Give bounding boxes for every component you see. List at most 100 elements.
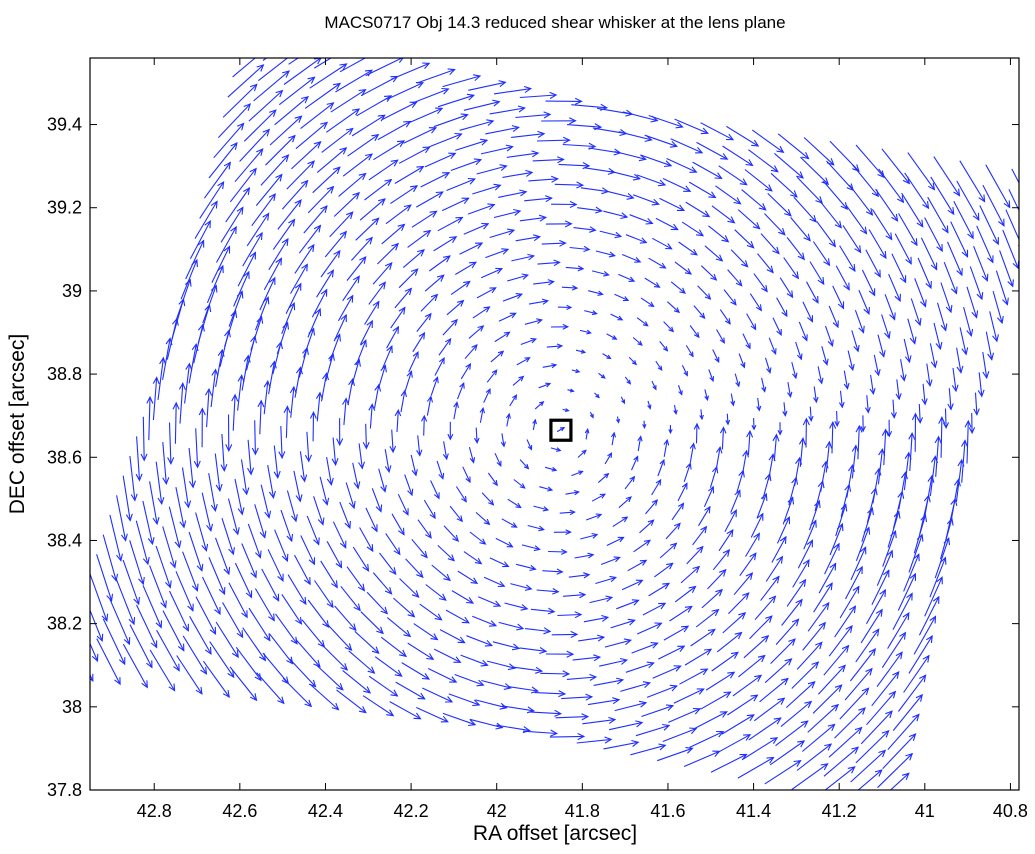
- shear-whisker: [456, 382, 465, 400]
- shear-whisker: [985, 331, 995, 361]
- shear-whisker: [254, 504, 267, 539]
- shear-whisker: [498, 312, 517, 322]
- shear-whisker: [428, 255, 451, 272]
- shear-whisker: [662, 178, 692, 192]
- shear-whisker: [716, 734, 752, 754]
- shear-whisker: [892, 693, 923, 731]
- shear-whisker: [577, 449, 587, 458]
- shear-whisker: [709, 465, 719, 488]
- shear-whisker: [149, 649, 176, 692]
- x-tick-label: 42.2: [394, 801, 429, 821]
- shear-whisker: [645, 499, 659, 515]
- shear-whisker: [760, 575, 780, 601]
- shear-whisker: [745, 532, 760, 557]
- shear-whisker: [265, 134, 296, 166]
- shear-whisker: [239, 128, 271, 162]
- shear-whisker: [959, 160, 986, 203]
- x-tick-label: 42: [487, 801, 507, 821]
- shear-whisker: [599, 230, 623, 239]
- shear-whisker: [606, 190, 635, 200]
- shear-whisker: [267, 549, 284, 582]
- shear-whisker: [736, 469, 745, 494]
- shear-whisker: [272, 218, 296, 250]
- shear-whisker: [371, 488, 383, 513]
- shear-whisker: [295, 121, 329, 150]
- shear-whisker: [610, 431, 617, 446]
- shear-whisker: [802, 417, 810, 448]
- shear-whisker: [368, 675, 399, 697]
- shear-whisker: [851, 330, 860, 353]
- shear-whisker: [829, 140, 860, 173]
- shear-whisker: [437, 544, 456, 562]
- shear-whisker: [855, 628, 880, 663]
- shear-whisker: [222, 83, 258, 118]
- shear-whisker: [786, 237, 805, 261]
- shear-whisker: [835, 265, 850, 291]
- shear-whisker: [336, 418, 344, 447]
- shear-whisker: [157, 356, 167, 400]
- shear-whisker: [625, 661, 655, 673]
- shear-whisker: [407, 642, 435, 660]
- shear-whisker: [624, 376, 632, 385]
- shear-whisker: [813, 386, 819, 404]
- x-tick-label: 42.6: [222, 801, 257, 821]
- shear-whisker: [176, 655, 203, 695]
- shear-whisker: [686, 545, 704, 565]
- shear-whisker: [515, 234, 542, 242]
- shear-whisker: [873, 354, 881, 377]
- shear-whisker: [304, 431, 313, 463]
- shear-whisker: [268, 633, 294, 665]
- shear-whisker: [526, 439, 533, 451]
- shear-whisker: [828, 305, 839, 329]
- shear-whisker: [724, 509, 737, 532]
- shear-whisker: [480, 144, 514, 155]
- shear-whisker: [469, 531, 487, 545]
- shear-whisker: [182, 635, 208, 675]
- shear-whisker: [749, 293, 762, 312]
- shear-whisker: [690, 628, 716, 647]
- shear-whisker: [320, 372, 330, 402]
- shear-whisker: [540, 670, 571, 678]
- shear-whisker: [286, 160, 315, 190]
- shear-whisker: [315, 391, 324, 422]
- shear-whisker: [542, 363, 558, 369]
- x-tick-label: 41: [915, 801, 935, 821]
- shear-whisker: [359, 198, 386, 221]
- shear-whisker: [460, 362, 472, 380]
- shear-whisker: [728, 592, 750, 615]
- shear-whisker: [330, 89, 367, 113]
- shear-whisker: [711, 651, 739, 672]
- shear-whisker: [354, 630, 380, 655]
- shear-whisker: [229, 666, 258, 702]
- shear-whisker: [608, 720, 644, 731]
- shear-whisker: [450, 158, 483, 172]
- shear-whisker: [274, 529, 289, 563]
- shear-whisker: [855, 424, 863, 460]
- shear-whisker: [496, 724, 531, 734]
- shear-whisker: [254, 296, 270, 331]
- shear-whisker: [245, 335, 257, 371]
- shear-whisker: [530, 607, 556, 615]
- shear-whisker: [712, 549, 731, 571]
- shear-whisker: [829, 522, 844, 556]
- shear-whisker: [730, 393, 736, 407]
- shear-whisker: [887, 612, 910, 649]
- shear-whisker: [426, 395, 434, 416]
- shear-whisker: [269, 115, 303, 146]
- shear-whisker: [824, 325, 834, 347]
- shear-whisker: [390, 306, 406, 329]
- shear-whisker: [489, 228, 516, 239]
- shear-whisker: [214, 537, 231, 576]
- shear-whisker: [668, 424, 673, 435]
- shear-whisker: [206, 264, 224, 304]
- shear-whisker: [866, 588, 887, 625]
- shear-whisker: [416, 435, 423, 457]
- shear-whisker: [229, 167, 257, 203]
- shear-whisker: [930, 176, 955, 216]
- shear-whisker: [528, 175, 559, 183]
- shear-whisker: [689, 325, 700, 339]
- x-tick-label: 41.8: [565, 801, 600, 821]
- shear-whisker: [812, 684, 843, 714]
- shear-whisker: [642, 420, 647, 429]
- shear-whisker: [887, 713, 920, 750]
